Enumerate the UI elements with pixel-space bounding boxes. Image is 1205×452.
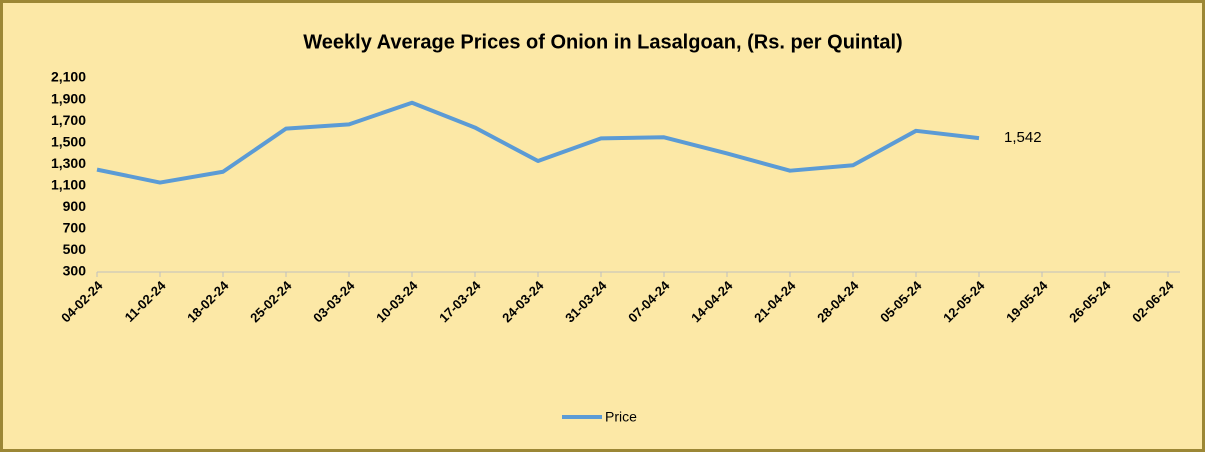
y-tick-label: 700: [63, 220, 87, 236]
legend-label: Price: [605, 409, 637, 425]
y-tick-label: 300: [63, 263, 87, 279]
y-tick-label: 1,300: [51, 155, 86, 171]
y-tick-label: 1,900: [51, 90, 86, 106]
y-tick-label: 900: [63, 198, 87, 214]
price-line: [96, 100, 980, 185]
chart-title: Weekly Average Prices of Onion in Lasalg…: [303, 31, 902, 53]
y-tick-label: 500: [63, 241, 87, 257]
y-tick-label: 2,100: [51, 69, 86, 85]
y-tick-label: 1,500: [51, 133, 86, 149]
y-tick-label: 1,100: [51, 176, 86, 192]
data-label: 1,542: [1004, 129, 1042, 146]
y-tick-label: 1,700: [51, 112, 86, 128]
